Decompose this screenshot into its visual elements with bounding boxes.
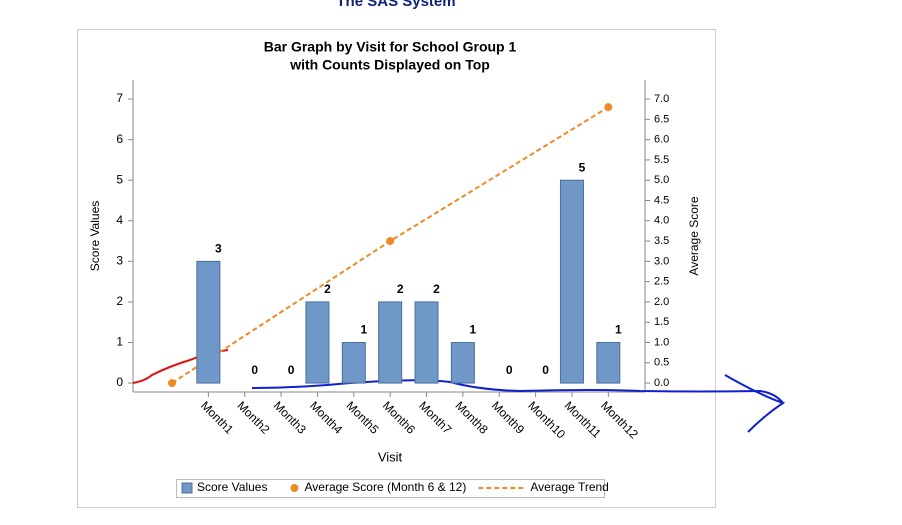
y2-tick-label: 0.0 bbox=[654, 377, 669, 389]
y-tick-label: 3 bbox=[116, 254, 123, 268]
blue-arrowhead bbox=[724, 374, 786, 433]
bar-value-label: 0 bbox=[542, 363, 549, 377]
y-tick-label: 5 bbox=[116, 172, 123, 186]
y-axis-label: Score Values bbox=[88, 201, 102, 271]
bar bbox=[341, 342, 366, 384]
y2-tick-label: 5.0 bbox=[654, 174, 669, 186]
page-title: The SAS System bbox=[336, 0, 455, 10]
y2-tick-label: 6.0 bbox=[654, 134, 669, 146]
bar-value-label: 5 bbox=[579, 160, 586, 174]
bar bbox=[596, 342, 621, 384]
bar bbox=[305, 301, 330, 384]
bar bbox=[559, 179, 584, 384]
bar-value-label: 3 bbox=[215, 242, 222, 256]
legend-swatch bbox=[181, 482, 193, 494]
chart-title: Bar Graph by Visit for School Group 1 bbox=[264, 39, 517, 55]
bar-value-label: 2 bbox=[397, 282, 404, 296]
bar-value-label: 2 bbox=[324, 282, 331, 296]
legend-label: Average Score (Month 6 & 12) bbox=[304, 480, 466, 494]
y2-tick-label: 1.5 bbox=[654, 316, 669, 328]
y2-tick-label: 3.5 bbox=[654, 235, 669, 247]
legend-swatch bbox=[290, 484, 299, 492]
bar bbox=[450, 342, 475, 384]
bar-value-label: 0 bbox=[506, 363, 513, 377]
y2-tick-label: 1.0 bbox=[654, 336, 669, 348]
bar-value-label: 0 bbox=[288, 363, 295, 377]
bar-value-label: 1 bbox=[360, 323, 367, 337]
bar-value-label: 2 bbox=[433, 282, 440, 296]
y-tick-label: 6 bbox=[116, 132, 123, 146]
chart-frame bbox=[77, 29, 716, 508]
y2-tick-label: 2.0 bbox=[654, 296, 669, 308]
y-tick-label: 1 bbox=[116, 335, 123, 349]
y2-tick-label: 4.5 bbox=[654, 194, 669, 206]
y2-axis-label: Average Score bbox=[687, 196, 701, 275]
y2-tick-label: 7.0 bbox=[654, 93, 669, 105]
point bbox=[168, 379, 176, 388]
bar-value-label: 1 bbox=[615, 323, 622, 337]
point bbox=[604, 103, 613, 112]
y2-tick-label: 4.0 bbox=[654, 215, 669, 227]
y-tick-label: 0 bbox=[116, 375, 123, 389]
legend-label: Score Values bbox=[197, 480, 267, 494]
bar-value-label: 1 bbox=[470, 323, 477, 337]
chart-subtitle: with Counts Displayed on Top bbox=[289, 57, 490, 73]
y2-tick-label: 3.0 bbox=[654, 255, 669, 267]
y2-tick-label: 2.5 bbox=[654, 276, 669, 288]
x-axis-label: Visit bbox=[378, 449, 403, 464]
bar-value-label: 0 bbox=[251, 363, 258, 377]
bar bbox=[414, 301, 439, 384]
y2-tick-label: 5.5 bbox=[654, 154, 669, 166]
y-tick-label: 4 bbox=[116, 213, 123, 227]
y-tick-label: 7 bbox=[116, 91, 123, 105]
legend-label: Average Trend bbox=[530, 480, 609, 494]
y2-tick-label: 6.5 bbox=[654, 113, 669, 125]
point bbox=[386, 237, 395, 246]
bar bbox=[378, 301, 403, 384]
legend-box bbox=[176, 479, 605, 498]
y2-tick-label: 0.5 bbox=[654, 357, 669, 369]
y-tick-label: 2 bbox=[116, 294, 123, 308]
bar bbox=[196, 260, 221, 384]
